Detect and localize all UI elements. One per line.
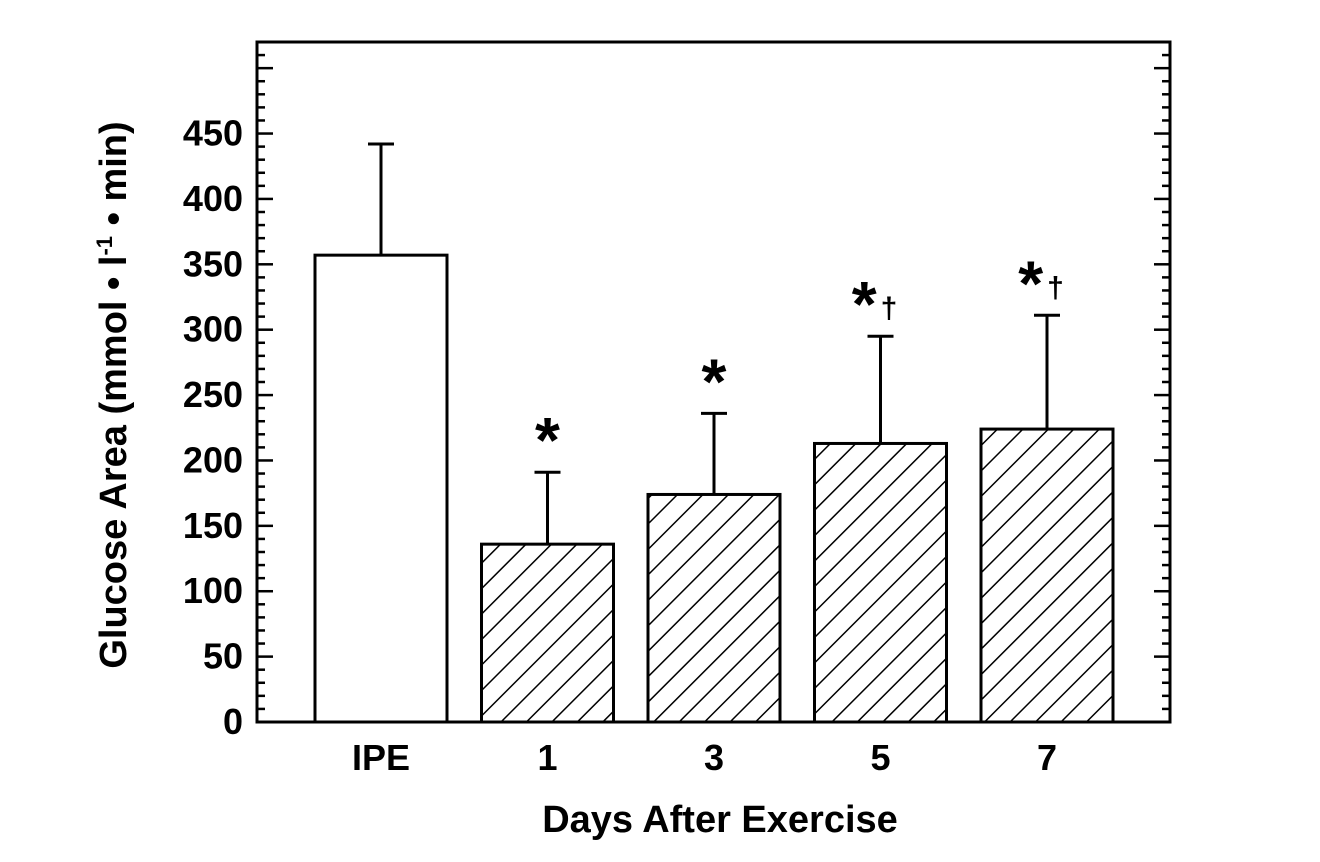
significance-marker-3: * [702, 345, 727, 417]
significance-marker-5: * † [852, 268, 898, 340]
bar-IPE [313, 253, 449, 724]
y-axis-title-exponent: -1 [92, 236, 117, 256]
y-tick-label: 200 [183, 439, 243, 480]
x-tick-label-3: 3 [704, 737, 724, 778]
y-axis-title-tail: min) [93, 121, 135, 201]
dagger: † [881, 292, 898, 325]
bar-5 [813, 441, 948, 724]
y-tick-label: 0 [223, 701, 243, 742]
error-bars [368, 142, 1060, 545]
x-axis: IPE 1 3 5 7 [352, 737, 1057, 778]
y-axis-title-unit: l [93, 256, 135, 267]
x-tick-label-7: 7 [1037, 737, 1057, 778]
asterisk: * [535, 404, 560, 476]
y-axis-title-dot-1: • [93, 266, 135, 300]
bar-3 [646, 492, 782, 724]
y-tick-label: 300 [183, 309, 243, 350]
y-tick-label: 250 [183, 374, 243, 415]
y-axis-title: Glucose Area (mmol • l-1 • min) [92, 121, 135, 668]
dagger: † [1047, 271, 1064, 304]
y-tick-label: 450 [183, 113, 243, 154]
significance-markers: *** † * † [535, 247, 1064, 476]
y-axis: 0 50 100 150 200 250 300 350 400 450 [183, 40, 1170, 742]
y-tick-label: 100 [183, 570, 243, 611]
y-axis-title-dot-2: • [93, 202, 135, 236]
y-tick-label: 400 [183, 178, 243, 219]
y-tick-label: 350 [183, 243, 243, 284]
x-tick-label-5: 5 [870, 737, 890, 778]
bar-1 [480, 542, 615, 724]
y-tick-label: 50 [203, 636, 243, 677]
x-tick-label-1: 1 [537, 737, 557, 778]
asterisk: * [852, 268, 877, 340]
asterisk: * [702, 345, 727, 417]
x-tick-label-IPE: IPE [352, 737, 410, 778]
y-tick-label: 150 [183, 505, 243, 546]
significance-marker-1: * [535, 404, 560, 476]
y-axis-title-main: Glucose Area (mmol [93, 301, 135, 669]
bar-7 [979, 427, 1115, 724]
x-axis-title: Days After Exercise [542, 799, 898, 841]
asterisk: * [1018, 247, 1043, 319]
significance-marker-7: * † [1018, 247, 1064, 319]
